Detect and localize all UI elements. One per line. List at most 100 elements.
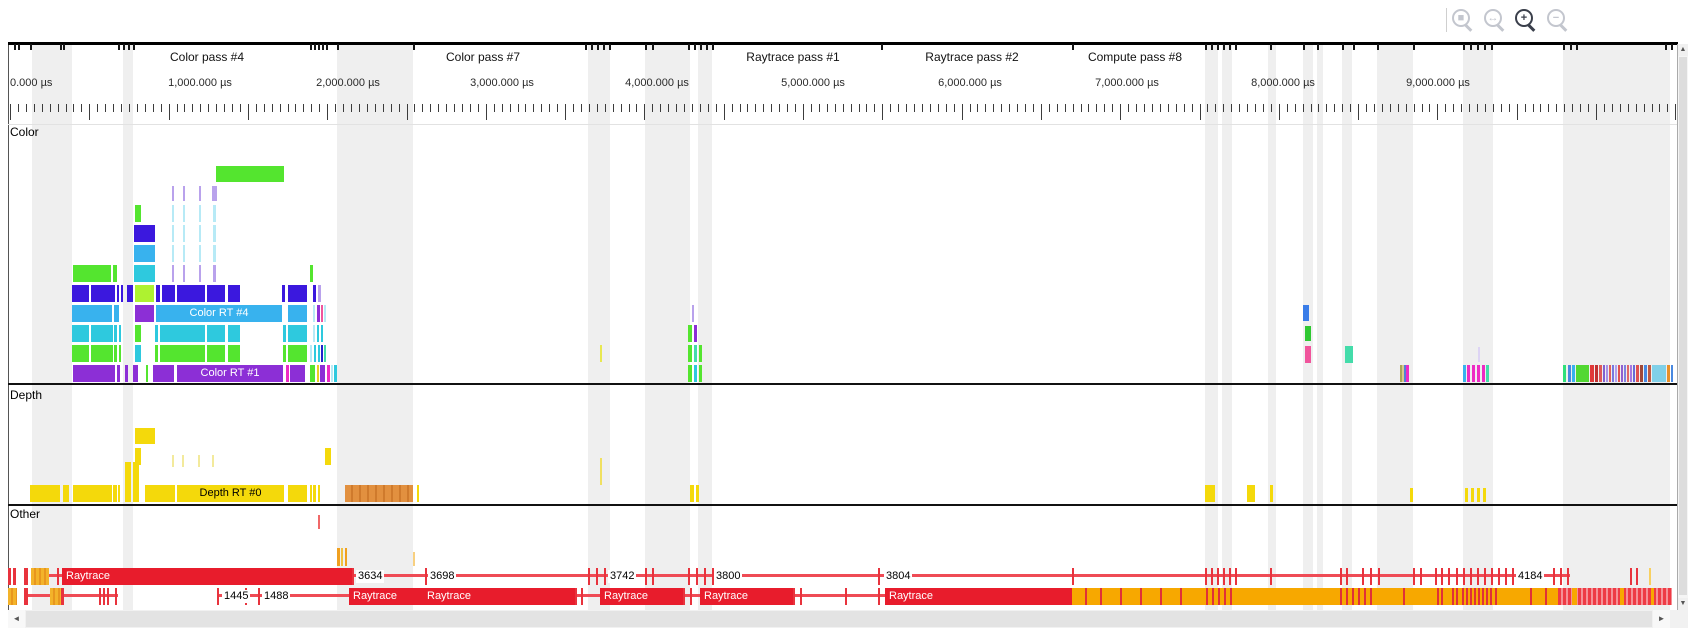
event-bar[interactable] <box>699 345 702 362</box>
event-bar[interactable] <box>1572 365 1575 382</box>
event-bar[interactable] <box>288 305 307 322</box>
event-bar[interactable] <box>24 588 28 605</box>
event-bar[interactable] <box>1471 488 1474 502</box>
event-bar[interactable] <box>1400 365 1402 382</box>
event-bar[interactable] <box>114 345 117 362</box>
event-bar[interactable] <box>199 245 201 262</box>
scroll-right-button[interactable]: ► <box>1653 610 1670 628</box>
event-bar[interactable] <box>288 345 307 362</box>
event-bar[interactable] <box>310 485 312 502</box>
event-bar[interactable] <box>61 588 64 605</box>
pass-header-label[interactable]: Compute pass #8 <box>1087 50 1183 64</box>
event-bar[interactable] <box>282 285 285 302</box>
event-bar[interactable] <box>1624 365 1626 382</box>
event-bar[interactable] <box>72 325 89 342</box>
pass-header-label[interactable]: Color pass #4 <box>169 50 245 64</box>
event-bar[interactable] <box>1305 326 1311 341</box>
event-bar[interactable] <box>1558 588 1672 605</box>
event-bar[interactable] <box>1303 305 1309 321</box>
event-bar[interactable] <box>313 485 316 502</box>
event-bar[interactable] <box>30 485 60 502</box>
event-bar[interactable] <box>286 365 289 382</box>
event-bar[interactable] <box>199 265 201 282</box>
event-bar[interactable] <box>1603 365 1605 382</box>
pass-header-label[interactable]: Raytrace pass #1 <box>746 50 840 64</box>
event-bar[interactable] <box>314 345 316 362</box>
event-bar[interactable] <box>324 345 326 362</box>
event-bar[interactable] <box>1667 365 1670 382</box>
event-bar[interactable] <box>183 245 185 262</box>
event-bar[interactable] <box>213 245 216 262</box>
zoom-out-button[interactable]: − <box>1544 6 1570 34</box>
zoom-to-width-button[interactable]: ↔ <box>1481 6 1507 34</box>
event-bar[interactable] <box>172 225 174 242</box>
horizontal-scrollbar[interactable]: ◄ ► <box>8 610 1670 628</box>
event-bar[interactable] <box>1615 365 1617 382</box>
event-bar[interactable] <box>327 365 330 382</box>
event-bar[interactable] <box>345 548 347 566</box>
event-bar[interactable] <box>133 462 139 485</box>
event-bar[interactable] <box>331 365 333 382</box>
event-bar[interactable] <box>72 305 112 322</box>
event-bar[interactable] <box>321 325 323 342</box>
event-bar[interactable] <box>1345 346 1353 363</box>
color-rt-4-bar[interactable]: Color RT #4 <box>156 305 282 322</box>
event-bar[interactable] <box>63 485 69 502</box>
event-bar[interactable] <box>73 365 115 382</box>
raytrace-bar[interactable]: Raytrace <box>700 588 794 605</box>
event-bar[interactable] <box>113 485 117 502</box>
event-bar[interactable] <box>318 485 320 502</box>
event-bar[interactable] <box>24 568 28 585</box>
event-bar[interactable] <box>133 365 138 382</box>
event-bar[interactable] <box>692 305 694 322</box>
event-bar[interactable] <box>134 225 155 242</box>
event-bar[interactable] <box>334 365 337 382</box>
event-bar[interactable] <box>317 305 320 322</box>
event-bar[interactable] <box>1472 365 1475 382</box>
event-bar[interactable] <box>310 265 313 282</box>
raytrace-bar[interactable]: Raytrace <box>62 568 352 585</box>
scroll-down-button[interactable]: ▼ <box>1678 598 1688 610</box>
event-bar[interactable] <box>1651 588 1654 605</box>
event-bar[interactable] <box>1563 365 1566 382</box>
event-bar[interactable] <box>73 485 112 502</box>
event-bar[interactable] <box>1270 485 1273 502</box>
event-bar[interactable] <box>310 365 315 382</box>
event-bar[interactable] <box>156 285 160 302</box>
event-bar[interactable] <box>228 325 240 342</box>
event-bar[interactable] <box>172 455 174 467</box>
event-bar[interactable] <box>135 285 154 302</box>
event-bar[interactable] <box>73 265 111 282</box>
event-bar[interactable] <box>183 225 185 242</box>
event-bar[interactable] <box>699 365 702 382</box>
event-bar[interactable] <box>31 568 49 585</box>
event-bar[interactable] <box>117 365 120 382</box>
event-bar[interactable] <box>1478 347 1480 362</box>
event-bar[interactable] <box>283 345 286 362</box>
event-bar[interactable] <box>283 325 286 342</box>
event-bar[interactable] <box>1606 365 1608 382</box>
event-bar[interactable] <box>1477 488 1480 502</box>
event-bar[interactable] <box>417 485 419 502</box>
event-bar[interactable] <box>317 325 319 342</box>
event-bar[interactable] <box>1630 365 1632 382</box>
event-bar[interactable] <box>1072 588 1558 605</box>
event-bar[interactable] <box>1648 365 1651 382</box>
event-bar[interactable] <box>119 325 121 342</box>
event-bar[interactable] <box>160 345 205 362</box>
event-bar[interactable] <box>318 345 320 362</box>
event-bar[interactable] <box>117 285 119 302</box>
scroll-left-button[interactable]: ◄ <box>8 610 25 628</box>
event-bar[interactable] <box>320 365 325 382</box>
event-bar[interactable] <box>212 455 214 467</box>
event-bar[interactable] <box>118 485 120 502</box>
color-rt-1-bar[interactable]: Color RT #1 <box>177 365 283 382</box>
event-bar[interactable] <box>1609 365 1611 382</box>
event-bar[interactable] <box>183 265 185 282</box>
event-bar[interactable] <box>1620 588 1624 605</box>
event-bar[interactable] <box>127 285 133 302</box>
event-bar[interactable] <box>183 186 185 201</box>
event-bar[interactable] <box>321 345 323 362</box>
event-bar[interactable] <box>1402 365 1404 382</box>
event-bar[interactable] <box>318 515 320 529</box>
